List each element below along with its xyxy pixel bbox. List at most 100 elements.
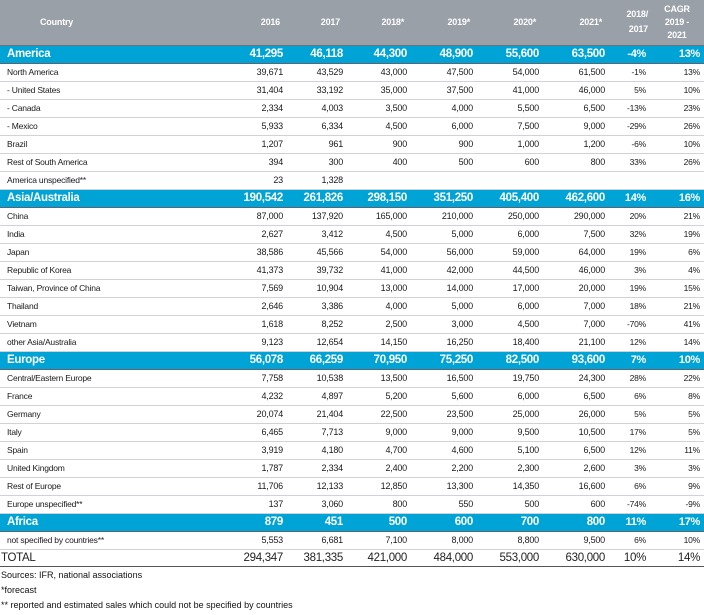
cell-v2020: 55,600 xyxy=(477,45,543,64)
row-label: Europe unspecified** xyxy=(0,495,215,514)
cell-v2021: 24,300 xyxy=(543,369,609,388)
cell-v2021: 6,500 xyxy=(543,441,609,460)
cell-v2016: 7,758 xyxy=(215,369,287,388)
cell-v2020: 25,000 xyxy=(477,405,543,424)
cell-chg: 3% xyxy=(609,261,650,280)
cell-v2017: 4,897 xyxy=(287,387,347,406)
cell-v2018: 44,300 xyxy=(347,45,411,64)
cell-v2017: 300 xyxy=(287,153,347,172)
row-label: Spain xyxy=(0,441,215,460)
cell-v2021: 9,500 xyxy=(543,531,609,550)
cell-cagr: 10% xyxy=(650,135,704,154)
cell-v2021: 2,600 xyxy=(543,459,609,478)
cell-v2020 xyxy=(477,171,543,190)
table-row: - Mexico 5,933 6,334 4,500 6,000 7,500 9,000 -2… xyxy=(0,117,704,136)
cell-v2018 xyxy=(347,171,411,190)
cell-chg: 5% xyxy=(609,405,650,424)
cell-v2016: 5,933 xyxy=(215,117,287,136)
row-label: Europe xyxy=(0,351,215,370)
sales-table: Country 2016 2017 2018* 2019* 2020* 2021… xyxy=(0,0,704,567)
cell-v2018: 5,200 xyxy=(347,387,411,406)
cell-v2020: 6,000 xyxy=(477,225,543,244)
cell-v2018: 500 xyxy=(347,513,411,532)
cell-v2021: 7,000 xyxy=(543,315,609,334)
cell-v2018: 13,500 xyxy=(347,369,411,388)
row-label: United Kingdom xyxy=(0,459,215,478)
cell-v2017: 6,681 xyxy=(287,531,347,550)
cell-cagr: 17% xyxy=(650,513,704,532)
cell-v2019: 9,000 xyxy=(411,423,477,442)
cell-v2018: 4,000 xyxy=(347,297,411,316)
cell-v2021: 7,500 xyxy=(543,225,609,244)
cell-v2018: 4,500 xyxy=(347,117,411,136)
cell-cagr: 21% xyxy=(650,207,704,226)
cell-v2016: 41,295 xyxy=(215,45,287,64)
cell-v2020: 405,400 xyxy=(477,189,543,208)
table-row: not specified by countries** 5,553 6,681 7,… xyxy=(0,531,704,550)
cell-chg: 5% xyxy=(609,81,650,100)
cell-chg: 11% xyxy=(609,513,650,532)
header-country: Country xyxy=(0,0,215,46)
cell-v2017: 4,180 xyxy=(287,441,347,460)
cell-v2017: 46,118 xyxy=(287,45,347,64)
cell-v2016: 7,569 xyxy=(215,279,287,298)
row-label: Italy xyxy=(0,423,215,442)
cell-v2021: 800 xyxy=(543,513,609,532)
cell-v2019: 8,000 xyxy=(411,531,477,550)
cell-v2016: 87,000 xyxy=(215,207,287,226)
cell-chg: 12% xyxy=(609,441,650,460)
region-row: America 41,295 46,118 44,300 48,900 55,600 63,… xyxy=(0,45,704,64)
table-row: Brazil 1,207 961 900 900 1,000 1,200 -6% 10% xyxy=(0,135,704,154)
cell-cagr xyxy=(650,171,704,190)
cell-v2018: 22,500 xyxy=(347,405,411,424)
region-row: Europe 56,078 66,259 70,950 75,250 82,500 93,6… xyxy=(0,351,704,370)
cell-v2019: 37,500 xyxy=(411,81,477,100)
cell-v2016: 38,586 xyxy=(215,243,287,262)
cell-v2021: 600 xyxy=(543,495,609,514)
cell-v2017: 10,538 xyxy=(287,369,347,388)
cell-v2019: 550 xyxy=(411,495,477,514)
cell-v2019: 5,600 xyxy=(411,387,477,406)
cell-v2020: 54,000 xyxy=(477,63,543,82)
cell-v2018: 54,000 xyxy=(347,243,411,262)
cell-v2016: 294,347 xyxy=(215,548,287,567)
cell-v2019: 351,250 xyxy=(411,189,477,208)
cell-v2019: 14,000 xyxy=(411,279,477,298)
footnote-sources: Sources: IFR, national associations xyxy=(1,570,143,580)
header-2021: 2021* xyxy=(543,0,609,46)
cell-v2021: 21,100 xyxy=(543,333,609,352)
cell-v2017: 12,133 xyxy=(287,477,347,496)
header-cagr: CAGR 2019 - 2021 xyxy=(650,0,704,46)
cell-v2016: 56,078 xyxy=(215,351,287,370)
cell-cagr: 10% xyxy=(650,81,704,100)
cell-v2020: 44,500 xyxy=(477,261,543,280)
cell-v2019: 13,300 xyxy=(411,477,477,496)
cell-chg: -74% xyxy=(609,495,650,514)
cell-v2016: 137 xyxy=(215,495,287,514)
header-2017: 2017 xyxy=(287,0,347,46)
cell-v2019: 484,000 xyxy=(411,548,477,567)
row-label: - Mexico xyxy=(0,117,215,136)
cell-v2020: 2,300 xyxy=(477,459,543,478)
cell-chg: -4% xyxy=(609,45,650,64)
cell-v2021: 93,600 xyxy=(543,351,609,370)
cell-chg: 17% xyxy=(609,423,650,442)
cell-v2017: 12,654 xyxy=(287,333,347,352)
cell-chg: 33% xyxy=(609,153,650,172)
cell-v2020: 5,500 xyxy=(477,99,543,118)
cell-cagr: 9% xyxy=(650,477,704,496)
cell-chg: -13% xyxy=(609,99,650,118)
cell-v2019: 500 xyxy=(411,153,477,172)
cell-v2018: 4,500 xyxy=(347,225,411,244)
cell-v2021: 64,000 xyxy=(543,243,609,262)
cell-v2019: 600 xyxy=(411,513,477,532)
cell-v2016: 190,542 xyxy=(215,189,287,208)
cell-v2017: 8,252 xyxy=(287,315,347,334)
table-row: North America 39,671 43,529 43,000 47,500 54,… xyxy=(0,63,704,82)
cell-v2017: 451 xyxy=(287,513,347,532)
cell-v2019: 16,500 xyxy=(411,369,477,388)
cell-v2021: 61,500 xyxy=(543,63,609,82)
table-row: - Canada 2,334 4,003 3,500 4,000 5,500 6,500 -1… xyxy=(0,99,704,118)
cell-v2017: 3,386 xyxy=(287,297,347,316)
cell-chg: 10% xyxy=(609,548,650,567)
